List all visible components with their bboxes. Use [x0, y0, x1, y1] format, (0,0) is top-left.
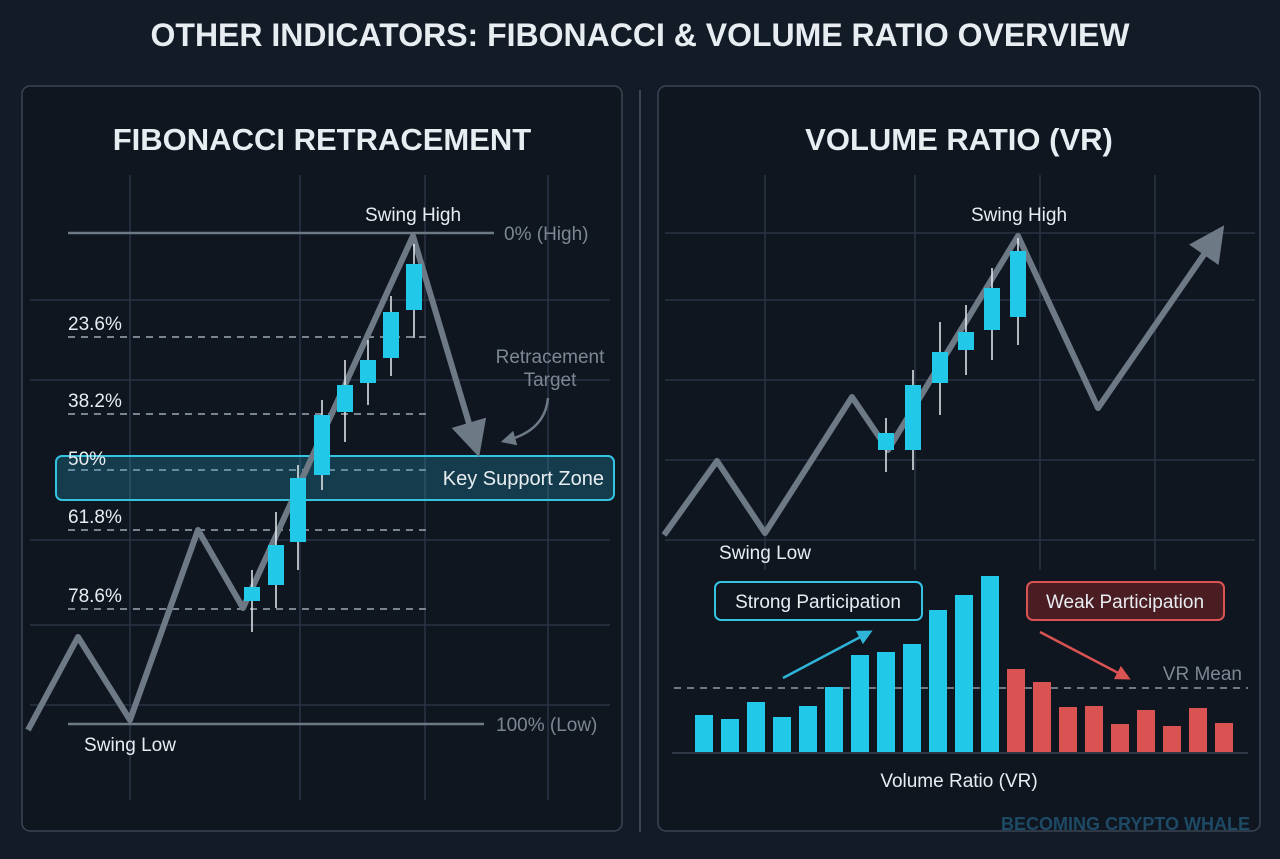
volume-bar	[1111, 724, 1129, 752]
panel-title: FIBONACCI RETRACEMENT	[113, 122, 532, 157]
weak-label: Weak Participation	[1046, 592, 1204, 613]
fib-level-label: 50%	[68, 449, 106, 470]
candle-body	[905, 385, 921, 450]
low-label: 100% (Low)	[496, 715, 597, 736]
axis-label: Volume Ratio (VR)	[880, 771, 1037, 792]
zone-label: Key Support Zone	[443, 468, 604, 490]
candle-body	[932, 352, 948, 383]
volume-bar	[1007, 669, 1025, 752]
candle-body	[1010, 251, 1026, 317]
target-label: Target	[524, 370, 578, 391]
strong-box	[714, 581, 923, 621]
volume-bar	[1137, 710, 1155, 752]
volume-bar	[773, 717, 791, 752]
grid	[665, 175, 1255, 570]
price-path	[25, 233, 487, 732]
volume-bar	[903, 644, 921, 752]
mean-label: VR Mean	[1163, 664, 1242, 685]
candle-body	[337, 385, 353, 412]
volume-bar	[695, 715, 713, 752]
strong-arrow	[782, 630, 873, 680]
volume-bar	[825, 687, 843, 752]
candle-body	[314, 415, 330, 475]
volume-bar	[1059, 707, 1077, 752]
target-label: Retracement	[496, 347, 605, 368]
volume-bars	[695, 576, 1233, 752]
fib-level-label: 38.2%	[68, 391, 122, 412]
volume-bar	[981, 576, 999, 752]
volume-bar	[929, 610, 947, 752]
candle-body	[984, 288, 1000, 330]
volume-bar	[955, 595, 973, 752]
candle-body	[383, 312, 399, 358]
volume-bar	[1033, 682, 1051, 752]
weak-box	[1026, 581, 1225, 621]
right-panel	[657, 85, 1261, 832]
candle-body	[878, 433, 894, 450]
support-zone	[55, 455, 615, 501]
volume-bar	[851, 655, 869, 752]
target-arrow	[500, 397, 550, 446]
swing-high-label: Swing High	[365, 205, 461, 226]
volume-bar	[799, 706, 817, 752]
weak-arrow	[1039, 630, 1131, 680]
volume-bar	[1215, 723, 1233, 752]
page-title: OTHER INDICATORS: FIBONACCI & VOLUME RAT…	[151, 17, 1131, 53]
swing-low-label: Swing Low	[719, 543, 811, 564]
volume-bar	[1189, 708, 1207, 752]
candles	[878, 238, 1026, 472]
strong-label: Strong Participation	[735, 592, 901, 613]
candles	[244, 244, 422, 632]
candle-body	[406, 264, 422, 310]
candle-body	[244, 587, 260, 601]
volume-bar	[747, 702, 765, 752]
volume-bar	[1163, 726, 1181, 752]
panel-title: VOLUME RATIO (VR)	[805, 122, 1113, 157]
volume-bar	[877, 652, 895, 752]
volume-bar	[721, 719, 739, 752]
swing-high-label: Swing High	[971, 205, 1067, 226]
volume-bar	[1085, 706, 1103, 752]
price-path	[661, 225, 1225, 537]
swing-low-label: Swing Low	[84, 735, 176, 756]
fib-level-label: 23.6%	[68, 314, 122, 335]
fib-level-label: 61.8%	[68, 507, 122, 528]
watermark: BECOMING CRYPTO WHALE	[1001, 814, 1250, 834]
high-label: 0% (High)	[504, 224, 588, 245]
fib-level-label: 78.6%	[68, 586, 122, 607]
candle-body	[290, 478, 306, 542]
candle-body	[958, 332, 974, 350]
candle-body	[268, 545, 284, 585]
candle-body	[360, 360, 376, 383]
